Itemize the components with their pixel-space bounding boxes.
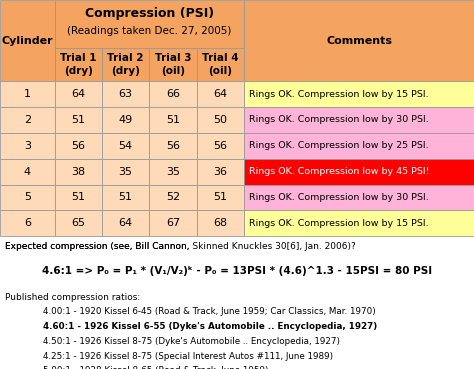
Bar bbox=[244, 159, 474, 184]
Text: 51: 51 bbox=[71, 115, 85, 125]
Text: 35: 35 bbox=[118, 166, 133, 177]
Text: Trial 3
(oil): Trial 3 (oil) bbox=[155, 54, 191, 76]
Bar bbox=[197, 210, 244, 236]
Text: Published compression ratios:: Published compression ratios: bbox=[5, 293, 140, 302]
Bar bbox=[0, 81, 55, 107]
Bar bbox=[0, 184, 55, 210]
Text: 54: 54 bbox=[118, 141, 133, 151]
Text: 56: 56 bbox=[166, 141, 180, 151]
Bar bbox=[0, 107, 55, 133]
Text: Rings OK. Compression low by 25 PSI.: Rings OK. Compression low by 25 PSI. bbox=[249, 141, 428, 150]
Text: 50: 50 bbox=[213, 115, 228, 125]
Text: Rings OK. Compression low by 45 PSI!: Rings OK. Compression low by 45 PSI! bbox=[249, 167, 429, 176]
Bar bbox=[244, 107, 474, 133]
Text: 5.00:1 - 1928 Kissel 8-65 (Road & Track, June 1959): 5.00:1 - 1928 Kissel 8-65 (Road & Track,… bbox=[43, 366, 268, 369]
Bar bbox=[55, 133, 102, 159]
Text: 4.00:1 - 1920 Kissel 6-45 (Road & Track, June 1959; Car Classics, Mar. 1970): 4.00:1 - 1920 Kissel 6-45 (Road & Track,… bbox=[43, 307, 375, 316]
Bar bbox=[55, 0, 244, 48]
Bar bbox=[149, 81, 197, 107]
Text: 5: 5 bbox=[24, 192, 31, 203]
Text: Rings OK. Compression low by 15 PSI.: Rings OK. Compression low by 15 PSI. bbox=[249, 219, 428, 228]
Bar bbox=[55, 48, 102, 81]
Text: Cylinder: Cylinder bbox=[1, 35, 53, 46]
Bar bbox=[102, 81, 149, 107]
Bar bbox=[149, 210, 197, 236]
Text: Trial 2
(dry): Trial 2 (dry) bbox=[107, 54, 144, 76]
Bar bbox=[0, 133, 55, 159]
Bar bbox=[197, 48, 244, 81]
Text: 6: 6 bbox=[24, 218, 31, 228]
Text: Compression (PSI): Compression (PSI) bbox=[85, 7, 214, 20]
Bar bbox=[102, 159, 149, 184]
Text: 51: 51 bbox=[166, 115, 180, 125]
Text: 51: 51 bbox=[118, 192, 133, 203]
Bar bbox=[149, 159, 197, 184]
Bar bbox=[0, 0, 55, 81]
Text: Rings OK. Compression low by 15 PSI.: Rings OK. Compression low by 15 PSI. bbox=[249, 90, 428, 99]
Text: 64: 64 bbox=[71, 89, 85, 99]
Text: 68: 68 bbox=[213, 218, 228, 228]
Bar bbox=[197, 184, 244, 210]
Bar bbox=[197, 107, 244, 133]
Bar bbox=[149, 184, 197, 210]
Bar bbox=[244, 81, 474, 107]
Text: Rings OK. Compression low by 30 PSI.: Rings OK. Compression low by 30 PSI. bbox=[249, 193, 428, 202]
Text: 4.25:1 - 1926 Kissel 8-75 (Special Interest Autos #111, June 1989): 4.25:1 - 1926 Kissel 8-75 (Special Inter… bbox=[43, 352, 333, 361]
Bar bbox=[0, 210, 55, 236]
Bar bbox=[55, 184, 102, 210]
Text: 4.50:1 - 1926 Kissel 8-75 (Dyke's Automobile .. Encyclopedia, 1927): 4.50:1 - 1926 Kissel 8-75 (Dyke's Automo… bbox=[43, 337, 340, 346]
Text: 1: 1 bbox=[24, 89, 31, 99]
Bar bbox=[102, 107, 149, 133]
Text: 36: 36 bbox=[213, 166, 228, 177]
Bar bbox=[244, 184, 474, 210]
Bar bbox=[244, 210, 474, 236]
Text: 56: 56 bbox=[71, 141, 85, 151]
Bar bbox=[0, 159, 55, 184]
Text: 38: 38 bbox=[71, 166, 85, 177]
Text: 64: 64 bbox=[118, 218, 133, 228]
Bar bbox=[102, 210, 149, 236]
Bar bbox=[55, 159, 102, 184]
Bar bbox=[149, 133, 197, 159]
Text: Trial 4
(oil): Trial 4 (oil) bbox=[202, 54, 239, 76]
Bar bbox=[55, 210, 102, 236]
Text: 4.6:1 => P₀ = P₁ * (V₁/V₂)ᵏ - P₀ = 13PSI * (4.6)^1.3 - 15PSI = 80 PSI: 4.6:1 => P₀ = P₁ * (V₁/V₂)ᵏ - P₀ = 13PSI… bbox=[42, 266, 432, 276]
Text: 66: 66 bbox=[166, 89, 180, 99]
Text: 4: 4 bbox=[24, 166, 31, 177]
Text: Rings OK. Compression low by 30 PSI.: Rings OK. Compression low by 30 PSI. bbox=[249, 115, 428, 124]
Text: Comments: Comments bbox=[326, 35, 392, 46]
Text: Trial 1
(dry): Trial 1 (dry) bbox=[60, 54, 97, 76]
Text: Expected compression (see, Bill Cannon, Skinned Knuckles 30[6], Jan. 2006)?: Expected compression (see, Bill Cannon, … bbox=[5, 242, 356, 251]
Text: 35: 35 bbox=[166, 166, 180, 177]
Bar bbox=[197, 159, 244, 184]
Text: Expected compression (see, Bill Cannon,: Expected compression (see, Bill Cannon, bbox=[5, 242, 192, 251]
Bar bbox=[55, 81, 102, 107]
Bar bbox=[244, 0, 474, 81]
Bar bbox=[197, 133, 244, 159]
Bar bbox=[149, 107, 197, 133]
Text: 67: 67 bbox=[166, 218, 180, 228]
Text: 4.60:1 - 1926 Kissel 6-55 (Dyke's Automobile .. Encyclopedia, 1927): 4.60:1 - 1926 Kissel 6-55 (Dyke's Automo… bbox=[43, 322, 377, 331]
Text: 56: 56 bbox=[213, 141, 228, 151]
Bar bbox=[102, 133, 149, 159]
Bar bbox=[197, 81, 244, 107]
Text: 3: 3 bbox=[24, 141, 31, 151]
Bar bbox=[102, 48, 149, 81]
Text: 63: 63 bbox=[118, 89, 133, 99]
Bar bbox=[149, 48, 197, 81]
Text: 51: 51 bbox=[213, 192, 228, 203]
Text: 51: 51 bbox=[71, 192, 85, 203]
Text: 2: 2 bbox=[24, 115, 31, 125]
Bar bbox=[244, 133, 474, 159]
Text: 65: 65 bbox=[71, 218, 85, 228]
Text: 64: 64 bbox=[213, 89, 228, 99]
Text: 49: 49 bbox=[118, 115, 133, 125]
Bar bbox=[55, 107, 102, 133]
Text: 52: 52 bbox=[166, 192, 180, 203]
Bar bbox=[102, 184, 149, 210]
Text: (Readings taken Dec. 27, 2005): (Readings taken Dec. 27, 2005) bbox=[67, 26, 231, 37]
